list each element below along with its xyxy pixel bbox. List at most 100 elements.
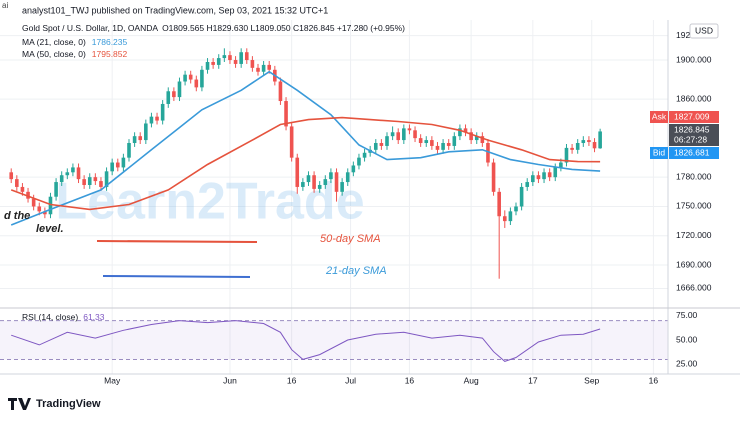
candle-body [570,147,574,150]
candle-body [284,101,288,127]
y-tick-label: 1780.000 [676,171,712,181]
candle-body [480,136,485,144]
annotation: 50-day SMA [320,233,381,245]
candle-body [127,143,131,158]
candle-body [463,128,468,133]
y-tick-label: 1900.000 [676,54,712,64]
header: analyst101_TWJ published on TradingView.… [22,5,328,15]
plot-area [9,48,602,362]
candle-body [160,103,165,121]
candle-body [502,216,507,222]
candle-body [211,61,215,65]
y-tick-label: 1690.000 [676,259,712,269]
title: Gold Spot / U.S. Dollar, 1D, OANDA O1809.… [22,23,405,33]
candle-body [345,172,350,183]
candle-body [15,179,19,187]
ask-tag [650,111,668,123]
candle-body [424,140,429,144]
rsi-value: 61.33 [83,312,105,322]
candle-body [334,172,339,192]
candle-body [166,91,171,104]
ma-line [10,116,601,211]
rsi-legend: RSI (14, close) 61.33 [22,312,105,322]
ma-line [10,70,601,226]
grid [0,20,668,374]
candle-body [385,136,389,146]
candle-body [177,81,182,98]
candle-body [441,143,445,150]
candle-body [76,167,81,180]
rsi-band [0,320,668,360]
candle-body [183,74,187,82]
last-price: 1826.845 [674,124,710,134]
candle-body [587,140,591,143]
candle-body [536,175,541,180]
candle-body [491,162,496,192]
candle-body [244,52,249,61]
candle-body [43,211,47,215]
candle-body [452,136,457,146]
ask-tag [669,111,719,123]
candle-body [222,55,227,59]
currency-box [689,23,719,39]
candle-body [233,60,238,64]
annotation: 21-day SMA [325,265,387,277]
candle-body [48,196,53,215]
annotation-line [102,275,251,278]
y-tick-label: 1750.000 [676,201,712,211]
candle-body [373,143,378,150]
candle-body [312,175,316,189]
candle-body [205,61,210,70]
candle-body [547,172,552,178]
bid-tag [650,147,668,159]
candle-body [430,140,434,146]
candle-body [267,64,272,70]
candle-body [82,179,86,185]
candle-body [138,136,143,141]
candle-body [497,191,501,217]
candle-body [575,143,580,150]
candle-body [519,186,524,207]
candle-body [362,152,367,158]
candle-body [559,162,563,168]
candle-body [289,126,294,158]
candle-body [228,55,232,61]
candle-body [132,136,137,144]
x-tick-label: 16 [405,375,415,385]
x-tick-label: 16 [287,375,297,385]
currency: USD [695,25,713,35]
rsi-tick-label: 50.00 [676,334,698,344]
candle-body [256,67,260,72]
candle-body [469,132,473,141]
x-tick-label: Aug [464,375,479,385]
candle-body [65,172,70,176]
candle-body [525,182,530,187]
x-tick-label: 17 [528,375,538,385]
candle-body [93,177,98,182]
candle-body [514,206,518,212]
candle-body [149,116,154,124]
x-tick-label: May [104,375,121,385]
candle-body [340,182,344,192]
bid-tag [669,147,719,159]
candle-body [508,211,513,222]
legend-label: MA (21, close, 0) [22,37,86,47]
candle-body [301,182,305,187]
rsi-line [11,320,601,362]
x-tick-label: Jun [223,375,237,385]
countdown: 06:27:28 [674,134,707,144]
candle-body [295,157,300,187]
rsi-label: RSI (14, close) [22,312,78,322]
candle-body [329,172,333,180]
candle-body [435,145,440,150]
candle-body [155,116,159,121]
candle-body [99,181,103,187]
x-tick-label: 16 [649,375,659,385]
candle-body [216,58,221,65]
candle-body [407,128,412,131]
candle-body [250,60,255,68]
candle-body [553,167,558,178]
